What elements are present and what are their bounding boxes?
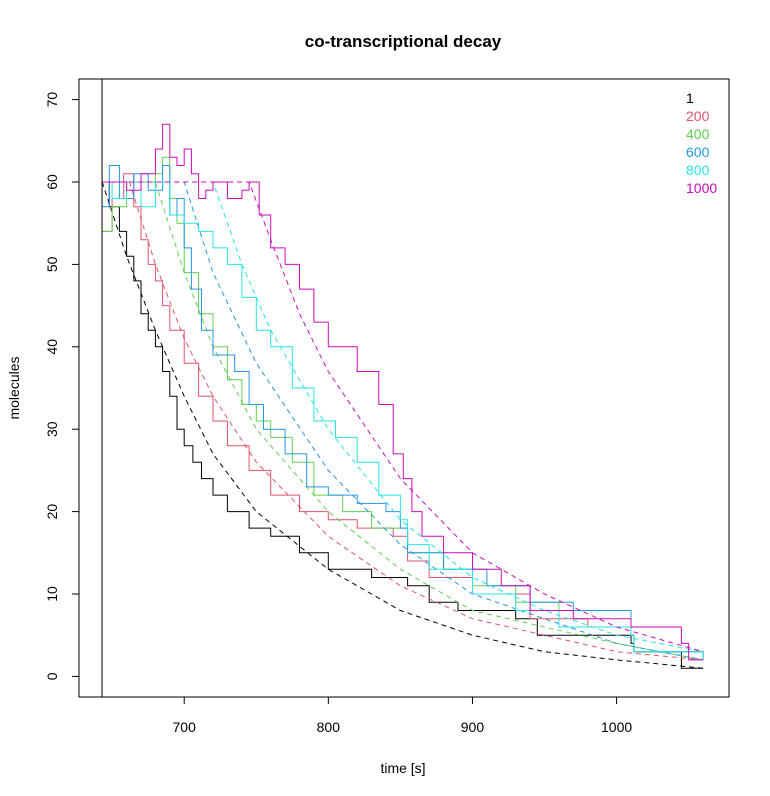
x-tick-label: 700	[173, 719, 197, 735]
simulated-line-1	[102, 181, 704, 669]
x-tick-label: 1000	[601, 719, 632, 735]
x-tick-label: 800	[317, 719, 341, 735]
y-tick-label: 10	[44, 586, 60, 602]
simulated-line-400	[102, 156, 704, 660]
simulated-line-800	[102, 181, 704, 660]
fitted-line-800	[102, 181, 704, 653]
y-tick-label: 60	[44, 174, 60, 190]
simulated-line-1000	[102, 123, 704, 661]
y-tick-label: 50	[44, 256, 60, 272]
fitted-line-600	[102, 181, 704, 661]
chart-title: co-transcriptional decay	[305, 32, 502, 51]
simulated-line-200	[102, 173, 704, 660]
series-layer	[101, 123, 704, 669]
plot-frame	[78, 78, 730, 698]
legend: 1 200 400 600 800 1000	[686, 90, 717, 196]
fitted-line-200	[102, 181, 704, 661]
fitted-line-1000	[102, 181, 704, 653]
y-tick-label: 30	[44, 421, 60, 437]
y-tick-label: 70	[44, 92, 60, 108]
x-axis-label: time [s]	[380, 760, 425, 776]
legend-entry-400: 400	[686, 126, 710, 142]
legend-entry-800: 800	[686, 162, 710, 178]
y-tick-label: 40	[44, 339, 60, 355]
legend-entry-1: 1	[686, 90, 694, 106]
fitted-line-1	[101, 181, 704, 669]
legend-entry-600: 600	[686, 144, 710, 160]
y-tick-label: 20	[44, 504, 60, 520]
legend-entry-1000: 1000	[686, 180, 717, 196]
legend-entry-200: 200	[686, 108, 710, 124]
fitted-line-400	[102, 181, 704, 661]
axes-layer: 700 800 900 1000 0 10 20 30 40 50 60 70	[44, 79, 632, 735]
x-tick-label: 900	[461, 719, 485, 735]
y-tick-label: 0	[44, 672, 60, 680]
y-axis-label: molecules	[6, 356, 22, 419]
